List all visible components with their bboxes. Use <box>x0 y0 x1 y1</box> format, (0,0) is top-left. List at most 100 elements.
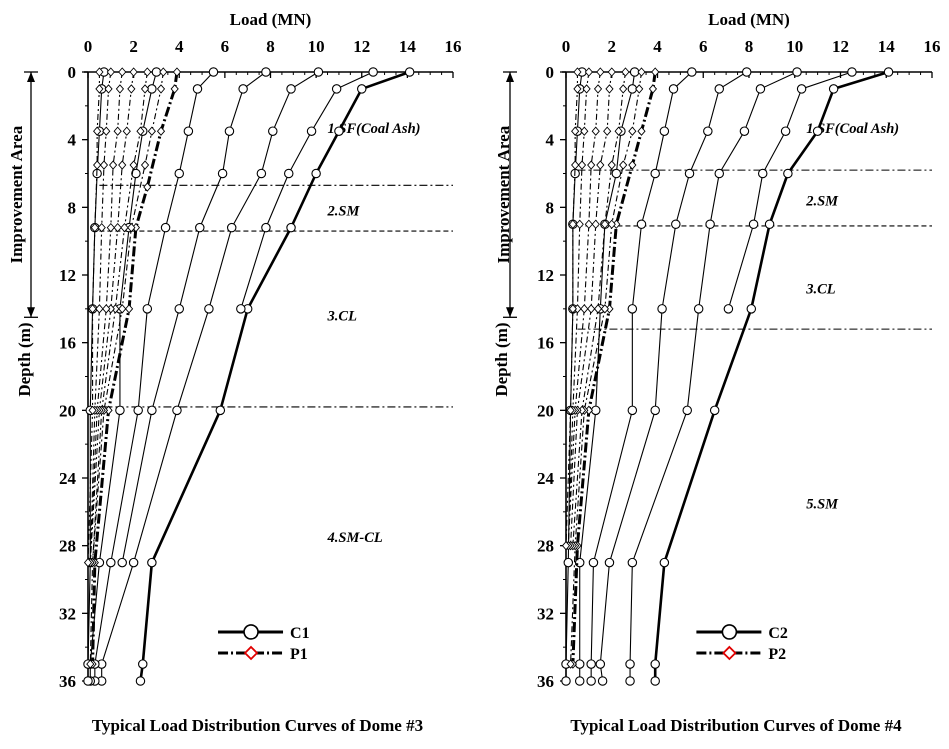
legend-marker-diamond <box>243 645 259 661</box>
series-line <box>139 70 411 682</box>
data-point-circle <box>404 67 415 77</box>
data-point-diamond <box>156 126 166 136</box>
data-point-circle <box>261 67 271 77</box>
data-point-circle <box>755 84 766 94</box>
data-point-circle <box>142 304 153 314</box>
data-point-diamond <box>607 219 616 229</box>
series-line <box>565 71 583 681</box>
data-point-diamond <box>120 222 129 233</box>
data-point-diamond <box>95 84 104 94</box>
data-point-diamond <box>136 126 145 136</box>
data-point-circle <box>828 84 839 94</box>
data-point-diamond <box>628 160 637 170</box>
data-point-circle <box>764 219 775 230</box>
data-point-diamond <box>635 84 644 94</box>
series-line <box>101 71 319 681</box>
data-point-circle <box>586 676 596 686</box>
data-point-circle <box>224 126 235 136</box>
improvement-arrow-down <box>27 307 35 318</box>
y-axis-title: Depth (m) <box>492 323 511 397</box>
data-point-diamond <box>122 126 131 136</box>
series-pile-1 <box>236 67 378 314</box>
series-p2 <box>568 67 660 669</box>
series-pile-3 <box>595 67 752 686</box>
series-pier-13 <box>83 67 104 568</box>
y-tick-label: 24 <box>59 469 77 488</box>
series-pier-9 <box>88 67 152 568</box>
data-point-diamond <box>575 219 584 229</box>
x-tick-label: 10 <box>308 37 325 56</box>
data-point-diamond <box>143 67 152 77</box>
data-point-diamond <box>596 67 605 77</box>
x-tick-label: 14 <box>399 37 417 56</box>
data-point-circle <box>160 222 171 233</box>
data-point-diamond <box>619 160 628 170</box>
data-point-diamond <box>97 222 106 233</box>
data-point-circle <box>709 405 720 416</box>
data-point-diamond <box>102 126 111 136</box>
y-tick-label: 4 <box>68 131 77 150</box>
data-point-diamond <box>129 67 138 77</box>
data-point-circle <box>174 304 185 314</box>
data-point-diamond <box>99 160 109 170</box>
x-tick-label: 0 <box>562 37 571 56</box>
series-line <box>89 71 123 563</box>
y-tick-label: 32 <box>537 604 554 623</box>
series-line <box>629 71 798 681</box>
data-point-circle <box>783 168 793 179</box>
data-point-circle <box>283 168 294 179</box>
data-point-circle <box>128 557 139 568</box>
data-point-circle <box>147 557 157 568</box>
legend-label: P2 <box>768 646 786 663</box>
data-point-circle <box>368 67 378 77</box>
data-point-circle <box>133 405 143 416</box>
series-c1 <box>135 67 415 686</box>
data-point-diamond <box>93 160 102 170</box>
data-point-circle <box>563 557 574 568</box>
data-point-circle <box>261 222 271 233</box>
series-pile-2 <box>96 67 324 686</box>
data-point-diamond <box>637 67 646 77</box>
soil-layer-label: 5.SM <box>806 496 839 512</box>
y-tick-label: 8 <box>68 198 77 217</box>
data-point-diamond <box>115 84 125 94</box>
y-tick-label: 24 <box>537 469 555 488</box>
data-point-diamond <box>573 84 582 94</box>
soil-layer-label: 2.SM <box>805 194 839 210</box>
data-point-diamond <box>118 160 127 170</box>
data-point-circle <box>226 222 237 233</box>
data-point-diamond <box>143 182 152 192</box>
data-point-circle <box>668 84 679 94</box>
data-point-diamond <box>127 222 136 233</box>
data-point-circle <box>671 219 681 230</box>
soil-layer-label: 3.CL <box>327 309 358 325</box>
x-tick-label: 10 <box>786 37 803 56</box>
x-tick-label: 4 <box>653 37 662 56</box>
data-point-diamond <box>93 126 102 136</box>
improvement-arrow-up <box>27 72 35 82</box>
data-point-diamond <box>648 84 658 94</box>
legend-entry-p1: P1 <box>218 645 308 663</box>
x-tick-label: 16 <box>445 37 462 56</box>
figure-caption: Typical Load Distribution Curves of Dome… <box>570 716 902 735</box>
data-point-circle <box>883 67 894 77</box>
data-point-circle <box>650 659 660 669</box>
series-line <box>653 70 889 681</box>
data-point-circle <box>693 304 704 314</box>
data-point-circle <box>650 168 660 179</box>
x-tick-label: 6 <box>699 37 708 56</box>
data-point-diamond <box>172 67 182 77</box>
legend-marker-circle <box>721 624 738 640</box>
data-point-circle <box>657 304 667 314</box>
data-point-diamond <box>568 304 577 314</box>
data-point-diamond <box>637 126 646 136</box>
data-point-circle <box>286 222 296 233</box>
series-pier-12 <box>86 67 115 568</box>
y-axis-title: Depth (m) <box>15 323 34 397</box>
x-axis-title: Load (MN) <box>708 10 790 29</box>
data-point-diamond <box>573 67 582 77</box>
y-tick-label: 36 <box>537 672 554 691</box>
